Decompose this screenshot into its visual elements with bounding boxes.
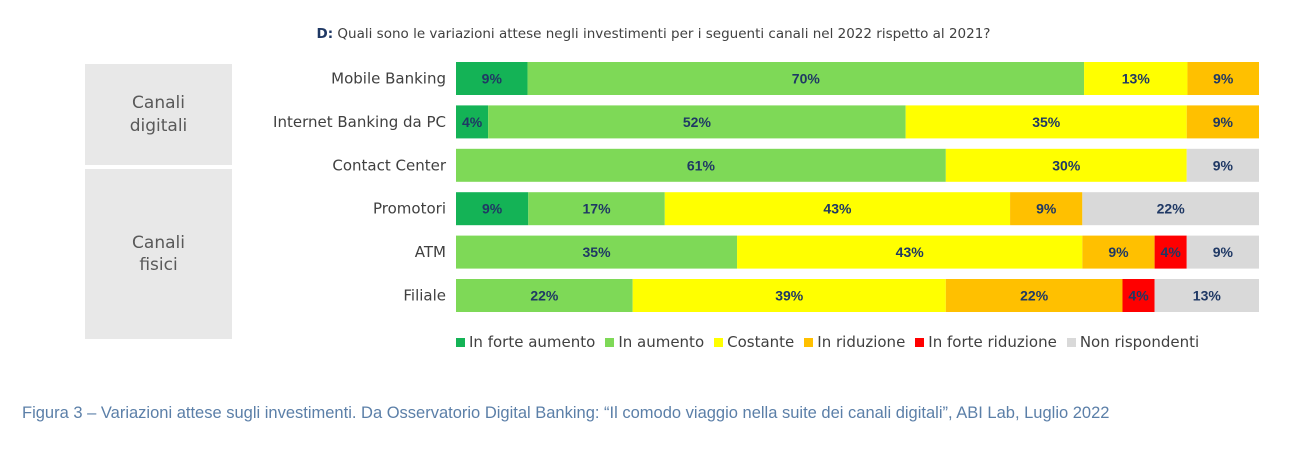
data-label-promotori-in-forte-aumento: 9% bbox=[482, 201, 503, 217]
bar-segment-atm-non-rispondenti bbox=[1186, 235, 1259, 269]
legend-swatch-in-aumento bbox=[605, 337, 615, 347]
bar-segment-mobile-banking-costante bbox=[1084, 62, 1188, 95]
question-prefix: D: bbox=[316, 26, 334, 42]
data-label-contact-center-non-rispondenti: 9% bbox=[1213, 157, 1234, 173]
legend-item-non-rispondenti: Non rispondenti bbox=[1066, 333, 1200, 351]
data-label-contact-center-costante: 30% bbox=[1052, 157, 1081, 173]
legend-item-costante: Costante bbox=[714, 333, 794, 351]
data-label-internet-banking-da-pc-costante: 35% bbox=[1032, 114, 1061, 130]
data-label-atm-costante: 43% bbox=[896, 244, 925, 260]
bar-segment-atm-in-forte-riduzione bbox=[1154, 235, 1187, 269]
legend-label-in-forte-riduzione: In forte riduzione bbox=[928, 333, 1057, 351]
data-label-atm-in-forte-riduzione: 4% bbox=[1161, 244, 1182, 260]
bar-segment-mobile-banking-in-forte-aumento bbox=[456, 62, 528, 95]
legend-label-in-riduzione: In riduzione bbox=[817, 333, 906, 351]
data-label-filiale-in-aumento: 22% bbox=[530, 288, 559, 304]
bar-segment-contact-center-non-rispondenti bbox=[1186, 148, 1259, 182]
data-label-filiale-in-forte-riduzione: 4% bbox=[1128, 288, 1149, 304]
category-label-promotori: Promotori bbox=[373, 200, 446, 218]
bar-segment-internet-banking-da-pc-costante bbox=[905, 105, 1187, 139]
data-label-mobile-banking-in-riduzione: 9% bbox=[1213, 71, 1234, 87]
bar-segment-atm-in-aumento bbox=[456, 235, 738, 269]
legend-item-in-forte-riduzione: In forte riduzione bbox=[915, 333, 1057, 351]
data-label-internet-banking-da-pc-in-aumento: 52% bbox=[683, 114, 712, 130]
category-label-filiale: Filiale bbox=[403, 287, 446, 305]
chart-question: D: Quali sono le variazioni attese negli… bbox=[0, 26, 1307, 42]
stacked-bar-chart: Mobile Banking 9% 70% 13% 9% Internet Banking… bbox=[273, 62, 1259, 312]
data-label-atm-in-aumento: 35% bbox=[583, 244, 612, 260]
legend-label-non-rispondenti: Non rispondenti bbox=[1079, 333, 1200, 351]
bar-segment-filiale-in-riduzione bbox=[945, 279, 1123, 312]
bar-segment-internet-banking-da-pc-in-aumento bbox=[488, 105, 906, 139]
bar-segment-filiale-in-forte-riduzione bbox=[1122, 279, 1155, 312]
bar-segment-mobile-banking-in-aumento bbox=[527, 62, 1085, 95]
data-label-internet-banking-da-pc-in-forte-aumento: 4% bbox=[462, 114, 483, 130]
legend-swatch-costante bbox=[714, 337, 724, 347]
data-label-atm-non-rispondenti: 9% bbox=[1213, 244, 1234, 260]
data-label-promotori-costante: 43% bbox=[823, 201, 852, 217]
legend-item-in-riduzione: In riduzione bbox=[804, 333, 905, 351]
data-label-filiale-in-riduzione: 22% bbox=[1020, 288, 1049, 304]
data-label-atm-in-riduzione: 9% bbox=[1108, 244, 1129, 260]
legend-item-in-forte-aumento: In forte aumento bbox=[456, 333, 595, 351]
category-label-contact-center: Contact Center bbox=[332, 156, 446, 174]
data-label-promotori-in-aumento: 17% bbox=[583, 201, 612, 217]
legend-label-in-forte-aumento: In forte aumento bbox=[469, 333, 596, 351]
question-text: Quali sono le variazioni attese negli in… bbox=[337, 26, 991, 42]
data-label-promotori-non-rispondenti: 22% bbox=[1157, 201, 1186, 217]
legend-swatch-in-riduzione bbox=[804, 337, 814, 347]
legend-label-costante: Costante bbox=[727, 333, 795, 351]
bar-segment-internet-banking-da-pc-in-riduzione bbox=[1186, 105, 1259, 139]
legend-swatch-in-forte-aumento bbox=[456, 337, 465, 347]
category-label-mobile-banking: Mobile Banking bbox=[331, 70, 446, 88]
legend-swatch-non-rispondenti bbox=[1066, 337, 1076, 347]
legend-item-in-aumento: In aumento bbox=[605, 333, 704, 351]
category-label-internet-banking-da-pc: Internet Banking da PC bbox=[273, 113, 446, 131]
bar-segment-atm-in-riduzione bbox=[1082, 235, 1155, 269]
bar-segment-promotori-in-riduzione bbox=[1010, 192, 1083, 226]
bar-segment-promotori-in-aumento bbox=[528, 192, 665, 226]
data-label-mobile-banking-in-forte-aumento: 9% bbox=[482, 71, 503, 87]
data-label-promotori-in-riduzione: 9% bbox=[1036, 201, 1057, 217]
group-label-physical: Canali fisici bbox=[132, 232, 185, 275]
bar-segment-promotori-non-rispondenti bbox=[1082, 192, 1259, 226]
bar-segment-filiale-non-rispondenti bbox=[1154, 279, 1259, 312]
data-label-filiale-costante: 39% bbox=[775, 288, 804, 304]
bar-segment-internet-banking-da-pc-in-forte-aumento bbox=[456, 105, 489, 139]
group-box-digital: Canali digitali bbox=[85, 64, 232, 165]
legend-label-in-aumento: In aumento bbox=[618, 333, 705, 351]
figure-caption: Figura 3 – Variazioni attese sugli inves… bbox=[22, 404, 1110, 422]
bar-segment-contact-center-in-aumento bbox=[456, 148, 946, 182]
data-label-contact-center-in-aumento: 61% bbox=[687, 157, 716, 173]
data-label-mobile-banking-costante: 13% bbox=[1122, 71, 1151, 87]
bar-segment-filiale-in-aumento bbox=[456, 279, 633, 312]
group-box-physical: Canali fisici bbox=[85, 169, 232, 339]
bar-segment-mobile-banking-in-riduzione bbox=[1187, 62, 1259, 95]
bar-segment-promotori-costante bbox=[664, 192, 1011, 226]
bar-segment-promotori-in-forte-aumento bbox=[456, 192, 529, 226]
category-label-atm: ATM bbox=[415, 243, 446, 261]
bar-segment-atm-costante bbox=[737, 235, 1083, 269]
chart-legend: In forte aumento In aumento Costante In rid… bbox=[456, 332, 1199, 352]
bar-segment-filiale-costante bbox=[632, 279, 946, 312]
group-label-digital: Canali digitali bbox=[129, 93, 188, 136]
data-label-internet-banking-da-pc-in-riduzione: 9% bbox=[1213, 114, 1234, 130]
bar-segment-contact-center-costante bbox=[945, 148, 1187, 182]
data-label-filiale-non-rispondenti: 13% bbox=[1193, 288, 1222, 304]
legend-swatch-in-forte-riduzione bbox=[915, 337, 925, 347]
data-label-mobile-banking-in-aumento: 70% bbox=[792, 71, 821, 87]
